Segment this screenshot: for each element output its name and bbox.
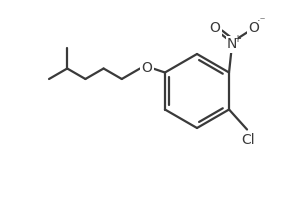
Text: ·⁻: ·⁻ bbox=[256, 17, 266, 26]
Text: O: O bbox=[142, 61, 152, 75]
Text: Cl: Cl bbox=[241, 133, 255, 146]
Text: O: O bbox=[210, 20, 220, 34]
Text: +: + bbox=[233, 34, 241, 45]
Text: N: N bbox=[227, 37, 237, 52]
Text: O: O bbox=[249, 20, 260, 34]
